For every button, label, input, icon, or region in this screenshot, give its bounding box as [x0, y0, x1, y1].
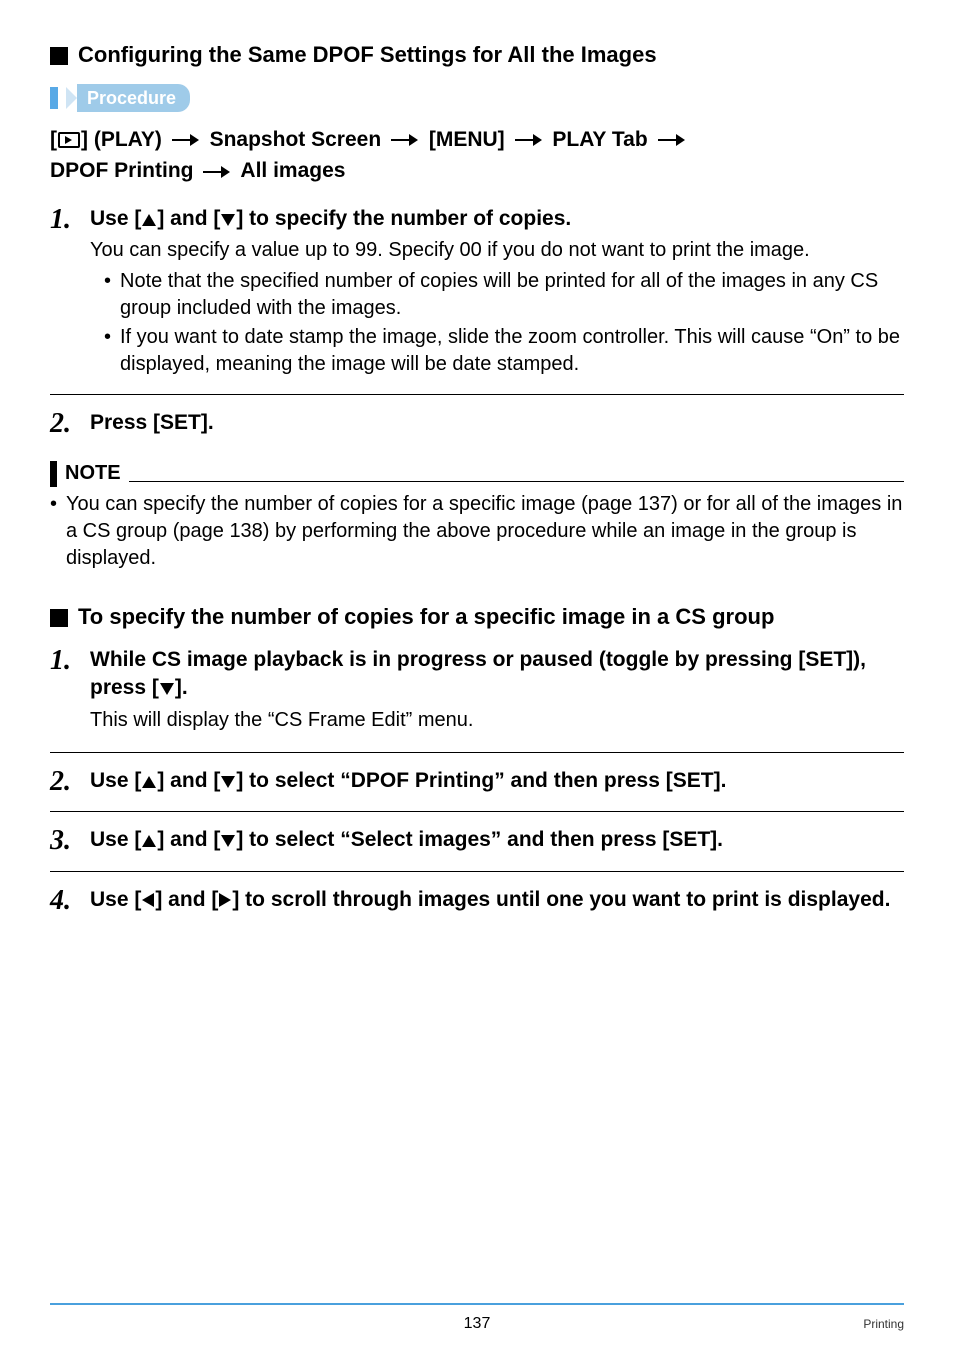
procedure-path: [] (PLAY) Snapshot Screen [MENU] PLAY Ta… [50, 124, 904, 187]
path-p1: ] (PLAY) [81, 128, 162, 151]
left-triangle-icon [142, 893, 154, 907]
t: ]. [175, 676, 188, 699]
down-triangle-icon [221, 776, 235, 788]
up-triangle-icon [142, 214, 156, 226]
play-icon [58, 132, 80, 148]
t: Use [ [90, 769, 141, 792]
step-title: Use [ ] and [ ] to scroll through images u… [90, 886, 904, 914]
arrow-icon [391, 135, 419, 145]
step-title: While CS image playback is in progress o… [90, 646, 904, 703]
path-p4: PLAY Tab [552, 128, 647, 151]
step-title: Use [ ] and [ ] to select “Select images” … [90, 826, 904, 854]
sec1-step2: 2. Press [SET]. [50, 409, 904, 440]
path-p6: All images [240, 159, 345, 182]
path-p2: Snapshot Screen [210, 128, 382, 151]
section1-heading: Configuring the Same DPOF Settings for A… [50, 40, 904, 70]
up-triangle-icon [142, 835, 156, 847]
t: While CS image playback is in progress o… [90, 648, 866, 699]
path-p5: DPOF Printing [50, 159, 194, 182]
square-bullet-icon [50, 609, 68, 627]
step-desc: You can specify a value up to 99. Specif… [90, 237, 904, 264]
note-line [129, 481, 904, 482]
t: ] to select “DPOF Printing” and then pre… [236, 769, 726, 792]
right-triangle-icon [219, 893, 231, 907]
t: ] and [ [157, 769, 220, 792]
note-item: You can specify the number of copies for… [50, 491, 904, 572]
t: ] to specify the number of copies. [236, 207, 571, 230]
arrow-icon [515, 135, 543, 145]
divider [50, 394, 904, 395]
procedure-bar-icon [50, 87, 58, 109]
sec2-step3: 3. Use [ ] and [ ] to select “Select image… [50, 826, 904, 857]
step-number: 1. [50, 205, 90, 380]
bullet-item: If you want to date stamp the image, sli… [104, 324, 904, 378]
step-title: Press [SET]. [90, 409, 904, 437]
step-title: Use [ ] and [ ] to specify the number of c… [90, 205, 904, 233]
sec1-step1: 1. Use [ ] and [ ] to specify the number o… [50, 205, 904, 380]
section2-title: To specify the number of copies for a sp… [78, 602, 774, 632]
page-footer: 137 Printing [50, 1303, 904, 1337]
down-triangle-icon [221, 214, 235, 226]
page-number: 137 [464, 1313, 491, 1335]
t: ] and [ [155, 888, 218, 911]
arrow-icon [203, 167, 231, 177]
step-number: 4. [50, 886, 90, 917]
note-label: NOTE [65, 460, 121, 487]
arrow-icon [172, 135, 200, 145]
sec2-step1: 1. While CS image playback is in progres… [50, 646, 904, 738]
t: Use [ [90, 888, 141, 911]
t: Use [ [90, 828, 141, 851]
sec2-step4: 4. Use [ ] and [ ] to scroll through image… [50, 886, 904, 917]
t: ] to select “Select images” and then pre… [236, 828, 723, 851]
sec2-step2: 2. Use [ ] and [ ] to select “DPOF Printin… [50, 767, 904, 798]
divider [50, 752, 904, 753]
footer-section: Printing [863, 1316, 904, 1332]
step-bullets: Note that the specified number of copies… [90, 268, 904, 378]
t: ] and [ [157, 828, 220, 851]
down-triangle-icon [221, 835, 235, 847]
square-bullet-icon [50, 47, 68, 65]
note-heading-row: NOTE [50, 460, 904, 487]
step-number: 3. [50, 826, 90, 857]
t: ] and [ [157, 207, 220, 230]
note-body: You can specify the number of copies for… [50, 491, 904, 572]
bullet-item: Note that the specified number of copies… [104, 268, 904, 322]
t: Use [ [90, 207, 141, 230]
step-title: Use [ ] and [ ] to select “DPOF Printing” … [90, 767, 904, 795]
up-triangle-icon [142, 776, 156, 788]
procedure-arrow-icon [66, 87, 77, 109]
divider [50, 811, 904, 812]
divider [50, 871, 904, 872]
note-bar-icon [50, 461, 57, 487]
section2-heading: To specify the number of copies for a sp… [50, 602, 904, 632]
step-number: 2. [50, 409, 90, 440]
section1-title: Configuring the Same DPOF Settings for A… [78, 40, 657, 70]
step-number: 2. [50, 767, 90, 798]
t: ] to scroll through images until one you… [232, 888, 890, 911]
step-number: 1. [50, 646, 90, 738]
path-p3: [MENU] [429, 128, 505, 151]
step-desc: This will display the “CS Frame Edit” me… [90, 707, 904, 734]
arrow-icon [658, 135, 686, 145]
down-triangle-icon [160, 683, 174, 695]
procedure-label-row: Procedure [50, 84, 904, 112]
procedure-label: Procedure [77, 84, 190, 112]
